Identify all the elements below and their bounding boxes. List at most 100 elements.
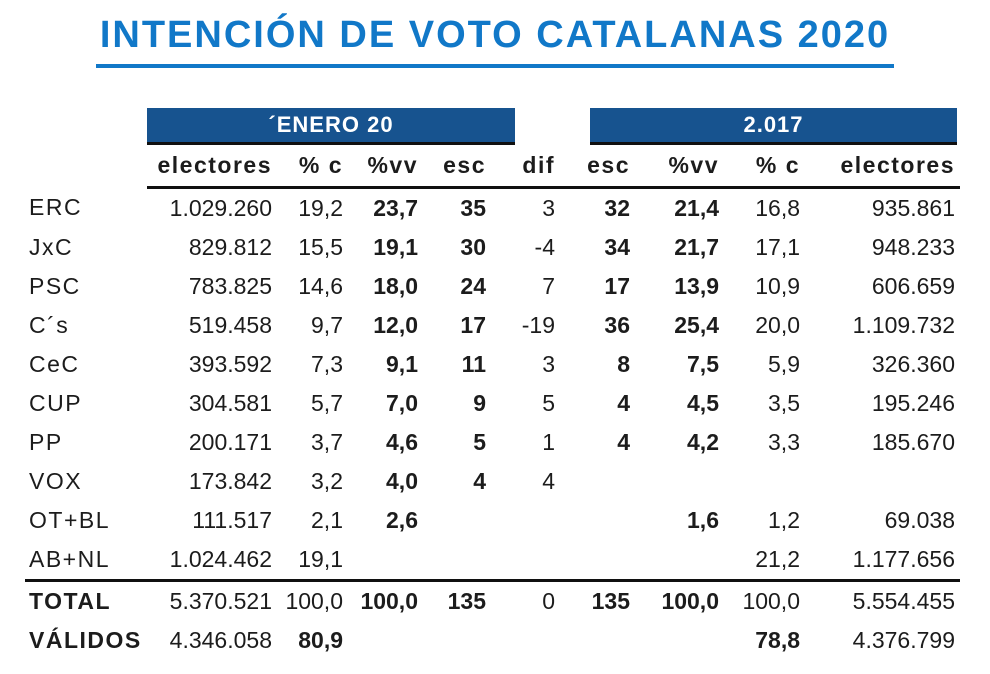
cell: 3,2 <box>311 468 343 494</box>
summary-row: TOTAL 5.370.521 100,0 100,0 135 0 135 100,0 100,… <box>25 579 960 621</box>
cell: 829.812 <box>188 234 272 260</box>
table-row: VOX 173.842 3,2 4,0 4 4 <box>25 462 960 501</box>
cell: 4.346.058 <box>169 627 272 653</box>
cell <box>421 501 491 540</box>
cell: 7 <box>542 273 555 299</box>
column-header-pc-enero: % c <box>277 145 345 189</box>
cell: 17 <box>604 273 630 299</box>
row-label: PSC <box>29 273 81 299</box>
cell: 948.233 <box>871 234 955 260</box>
cell <box>633 621 721 660</box>
table-body: ERC 1.029.260 19,2 23,7 35 3 32 21,4 16,8 935.861… <box>25 188 960 661</box>
cell: 20,0 <box>755 312 800 338</box>
cell: 32 <box>604 195 630 221</box>
cell <box>563 621 633 660</box>
vote-intention-table: electores % c %vv esc dif esc %vv % c el… <box>25 145 960 660</box>
band-2017-label: 2.017 <box>743 112 804 137</box>
cell: 21,7 <box>674 234 719 260</box>
cell: 4 <box>473 468 486 494</box>
title-wrap: INTENCIÓN DE VOTO CATALANAS 2020 <box>0 14 990 68</box>
row-label: CUP <box>29 390 83 416</box>
cell: 30 <box>460 234 486 260</box>
period-bands: ´ENERO 20 2.017 <box>25 108 960 145</box>
table-row: AB+NL 1.024.462 19,1 21,2 1.177.656 <box>25 540 960 581</box>
column-header-esc-enero: esc <box>421 145 491 189</box>
cell: 8 <box>617 351 630 377</box>
cell <box>633 540 721 581</box>
cell: 14,6 <box>298 273 343 299</box>
cell <box>803 462 960 501</box>
cell <box>421 621 491 660</box>
cell: 5.554.455 <box>803 579 960 621</box>
cell <box>563 540 633 581</box>
cell <box>491 621 563 660</box>
cell: 7,3 <box>311 351 343 377</box>
cell: 19,1 <box>373 234 418 260</box>
cell: 4 <box>542 468 555 494</box>
row-label: JxC <box>29 234 74 260</box>
row-label: ERC <box>29 194 83 221</box>
cell: 4.376.799 <box>852 627 955 653</box>
row-label: VOX <box>29 468 83 494</box>
cell: 7,5 <box>687 351 719 377</box>
cell: 1.109.732 <box>852 312 955 338</box>
table-row: PSC 783.825 14,6 18,0 24 7 17 13,9 10,9 606.659 <box>25 267 960 306</box>
cell: 9,1 <box>386 351 418 377</box>
table-row: C´s 519.458 9,7 12,0 17 -19 36 25,4 20,0 1.109.73… <box>25 306 960 345</box>
cell: 34 <box>604 234 630 260</box>
cell: 78,8 <box>755 627 800 653</box>
cell <box>721 462 803 501</box>
cell: 5,9 <box>768 351 800 377</box>
cell: 135 <box>421 579 491 621</box>
cell: 3,3 <box>768 429 800 455</box>
cell: 3,7 <box>311 429 343 455</box>
cell: 783.825 <box>188 273 272 299</box>
cell: 17 <box>460 312 486 338</box>
cell <box>421 540 491 581</box>
cell: 4,0 <box>386 468 418 494</box>
cell: 185.670 <box>871 429 955 455</box>
row-label: CeC <box>29 351 80 377</box>
cell: 4,5 <box>687 390 719 416</box>
cell: 326.360 <box>871 351 955 377</box>
column-header-electores-enero: electores <box>147 145 277 189</box>
cell: 1.029.260 <box>169 195 272 221</box>
summary-row: VÁLIDOS 4.346.058 80,9 78,8 4.376.799 <box>25 621 960 660</box>
column-header-pvv-enero: %vv <box>345 145 421 189</box>
cell: 100,0 <box>633 579 721 621</box>
cell: 393.592 <box>188 351 272 377</box>
cell: 69.038 <box>884 507 955 533</box>
cell: 5.370.521 <box>147 579 277 621</box>
vote-table-zone: ´ENERO 20 2.017 electores % c %vv esc di… <box>25 108 960 660</box>
cell: 80,9 <box>298 627 343 653</box>
cell: 0 <box>491 579 563 621</box>
cell: 24 <box>460 273 486 299</box>
cell: 21,4 <box>674 195 719 221</box>
table-row: JxC 829.812 15,5 19,1 30 -4 34 21,7 17,1 948.233 <box>25 228 960 267</box>
cell: -4 <box>534 234 555 260</box>
row-label: VÁLIDOS <box>29 627 142 653</box>
cell: 19,2 <box>298 195 343 221</box>
cell: 304.581 <box>188 390 272 416</box>
cell <box>633 462 721 501</box>
cell: 23,7 <box>373 195 418 221</box>
cell: 3,5 <box>768 390 800 416</box>
cell: 16,8 <box>755 195 800 221</box>
cell: 11 <box>461 351 486 377</box>
cell: -19 <box>521 312 555 338</box>
row-label: TOTAL <box>25 579 147 621</box>
cell: 1.024.462 <box>169 546 272 572</box>
table-row: PP 200.171 3,7 4,6 5 1 4 4,2 3,3 185.670 <box>25 423 960 462</box>
table-row: OT+BL 111.517 2,1 2,6 1,6 1,2 69.038 <box>25 501 960 540</box>
cell: 1,2 <box>768 507 800 533</box>
page: INTENCIÓN DE VOTO CATALANAS 2020 ´ENERO … <box>0 14 990 660</box>
row-label: C´s <box>29 312 70 338</box>
cell: 15,5 <box>298 234 343 260</box>
cell: 9,7 <box>311 312 343 338</box>
cell: 5,7 <box>311 390 343 416</box>
cell <box>345 621 421 660</box>
row-label: AB+NL <box>29 546 111 572</box>
cell: 3 <box>542 351 555 377</box>
cell: 4,2 <box>687 429 719 455</box>
column-header-electores-2017: electores <box>803 145 960 189</box>
